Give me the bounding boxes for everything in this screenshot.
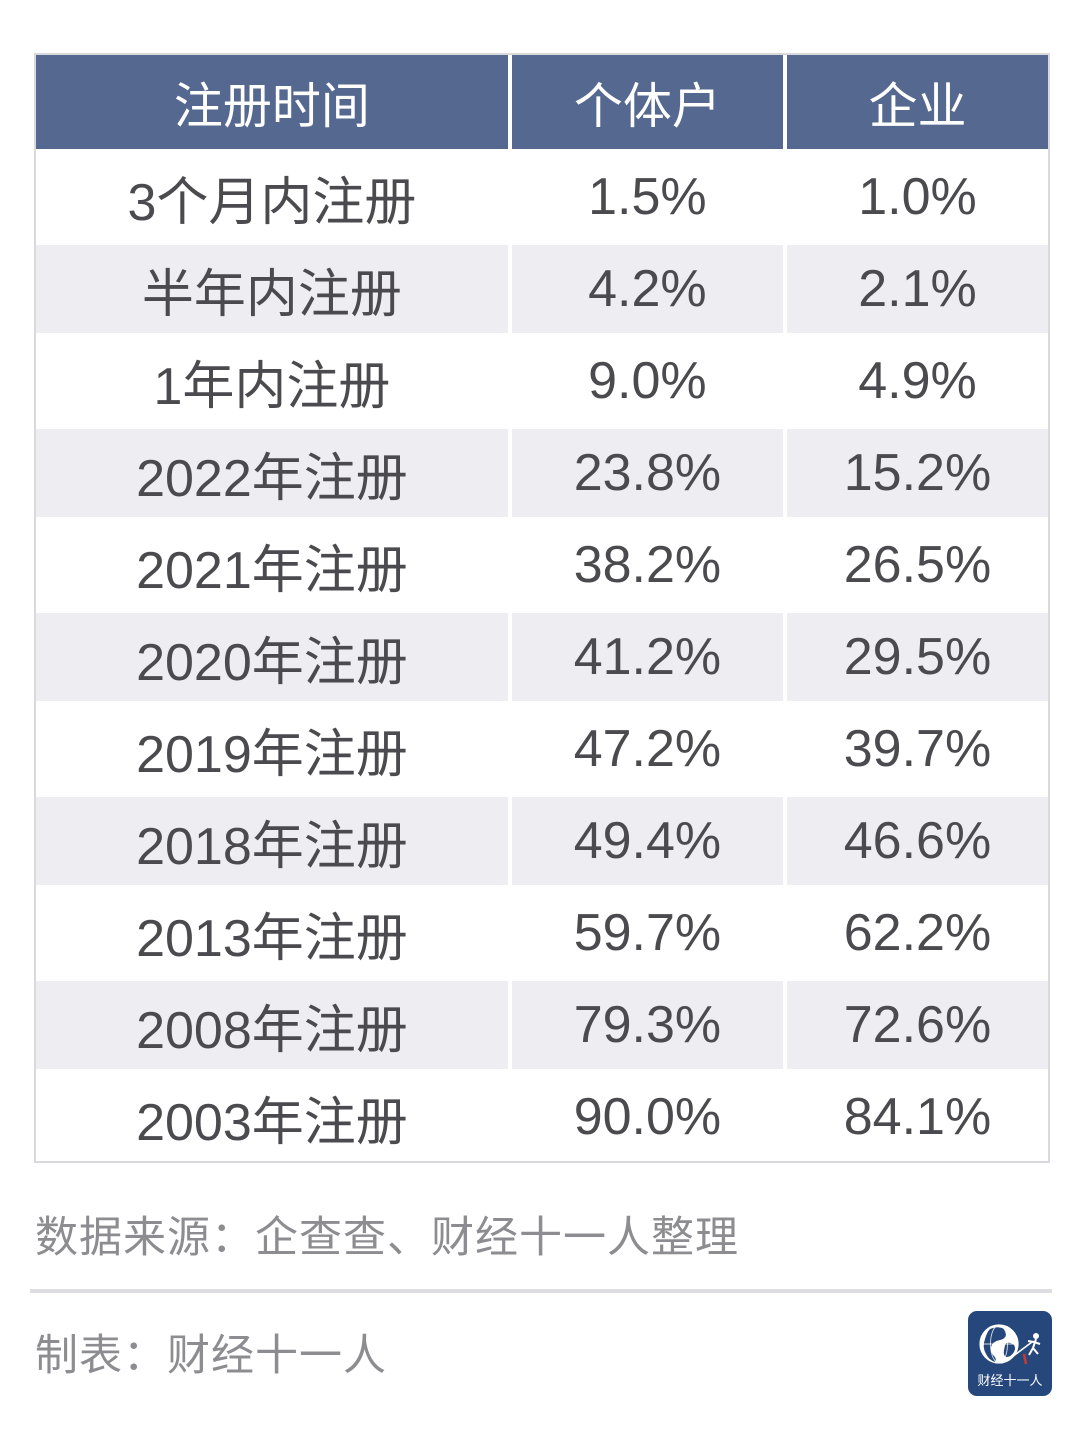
row-enterprise: 15.2% (786, 429, 1048, 517)
row-individual: 47.2% (511, 705, 783, 793)
row-period: 2013年注册 (36, 889, 508, 977)
row-enterprise: 2.1% (786, 245, 1048, 333)
row-enterprise: 46.6% (786, 797, 1048, 885)
row-period: 2019年注册 (36, 705, 508, 793)
logo-wordmark: 财经十一人 (977, 1373, 1042, 1388)
row-individual: 59.7% (511, 889, 783, 977)
row-period: 半年内注册 (36, 245, 508, 333)
column-header-period: 注册时间 (36, 55, 508, 149)
credit-note: 制表：财经十一人 (35, 1332, 387, 1380)
row-enterprise: 39.7% (786, 705, 1048, 793)
row-enterprise: 26.5% (786, 521, 1048, 609)
caijing-eleven-logo-icon: 财经十一人 (968, 1311, 1052, 1396)
row-enterprise: 4.9% (786, 337, 1048, 425)
row-period: 2022年注册 (36, 429, 508, 517)
row-period: 2003年注册 (36, 1073, 508, 1161)
row-period: 2020年注册 (36, 613, 508, 701)
row-period: 2021年注册 (36, 521, 508, 609)
row-enterprise: 62.2% (786, 889, 1048, 977)
row-period: 3个月内注册 (36, 153, 508, 241)
row-individual: 1.5% (511, 153, 783, 241)
column-header-enterprise: 企业 (786, 55, 1048, 149)
row-individual: 90.0% (511, 1073, 783, 1161)
row-enterprise: 29.5% (786, 613, 1048, 701)
registration-time-table: 注册时间 个体户 企业 3个月内注册 1.5% 1.0% 半年内注册 4.2% … (34, 53, 1050, 1163)
data-source-note: 数据来源：企查查、财经十一人整理 (35, 1214, 739, 1262)
row-individual: 23.8% (511, 429, 783, 517)
row-period: 2018年注册 (36, 797, 508, 885)
row-period: 2008年注册 (36, 981, 508, 1069)
row-individual: 41.2% (511, 613, 783, 701)
row-individual: 9.0% (511, 337, 783, 425)
row-enterprise: 1.0% (786, 153, 1048, 241)
row-individual: 38.2% (511, 521, 783, 609)
footer-divider (30, 1289, 1052, 1293)
row-enterprise: 84.1% (786, 1073, 1048, 1161)
globe-icon (979, 1324, 1019, 1364)
row-individual: 79.3% (511, 981, 783, 1069)
row-individual: 4.2% (511, 245, 783, 333)
fencer-icon (1027, 1333, 1041, 1356)
column-header-individual: 个体户 (511, 55, 783, 149)
row-individual: 49.4% (511, 797, 783, 885)
row-period: 1年内注册 (36, 337, 508, 425)
row-enterprise: 72.6% (786, 981, 1048, 1069)
